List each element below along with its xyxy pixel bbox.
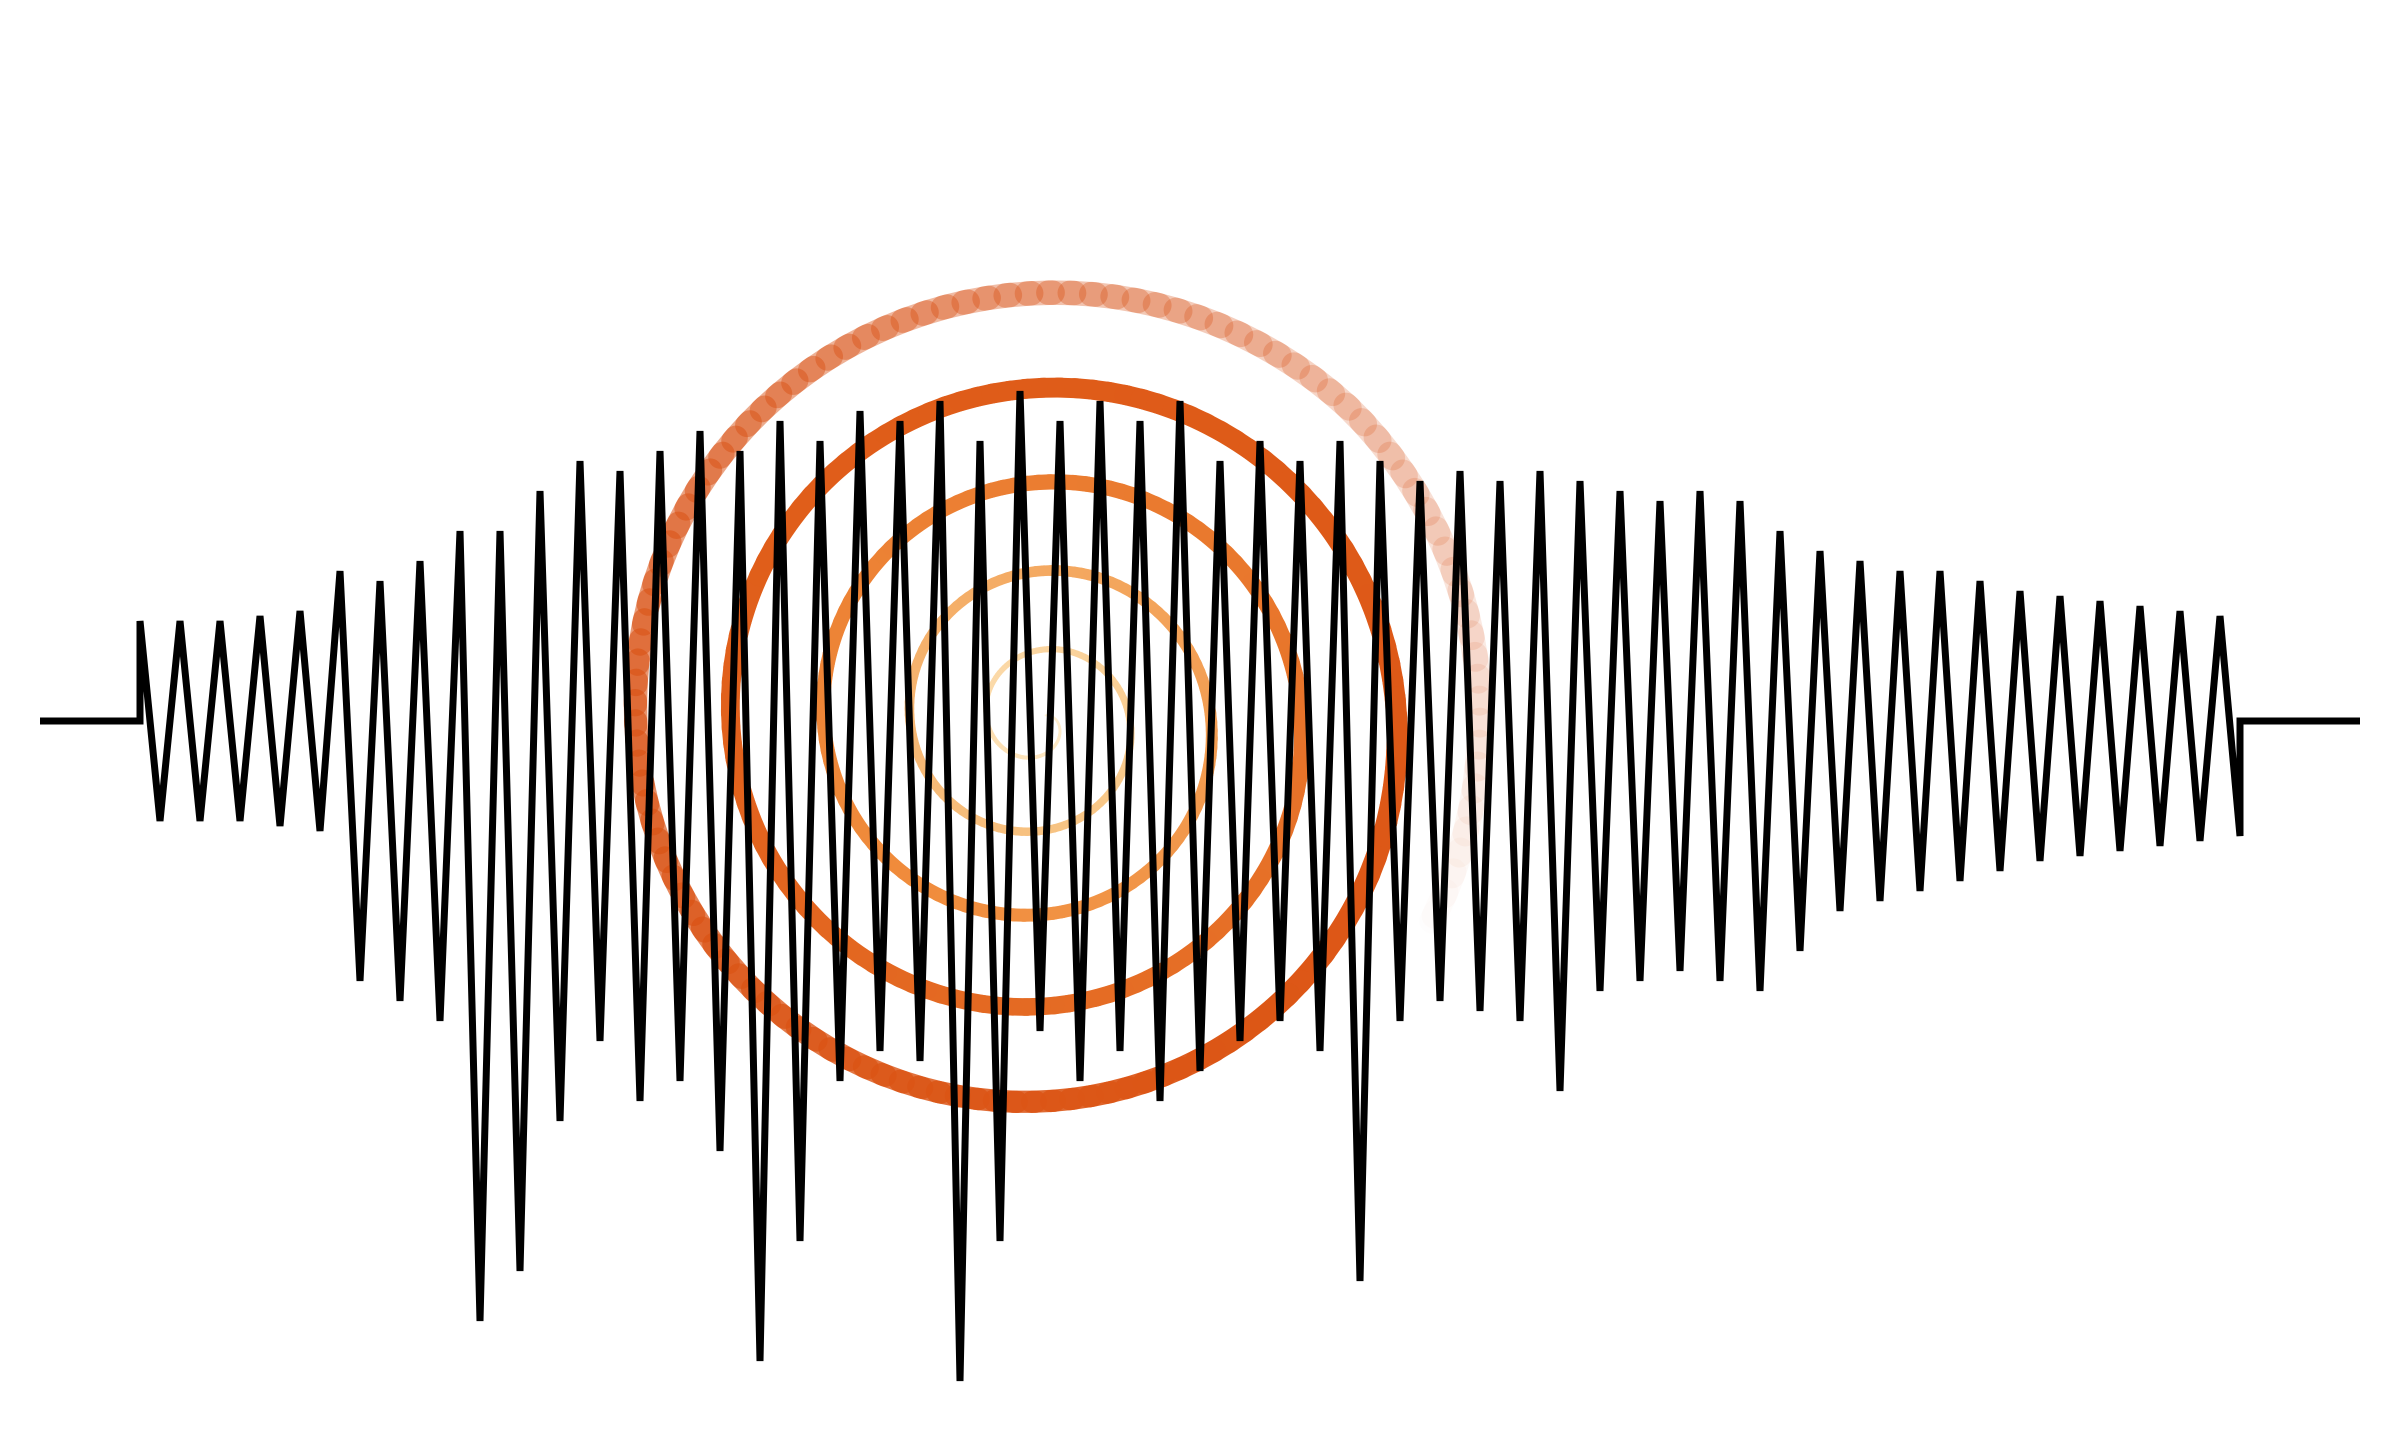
seismograph-infographic [0, 0, 2408, 1442]
seismogram-wave [0, 0, 2408, 1442]
